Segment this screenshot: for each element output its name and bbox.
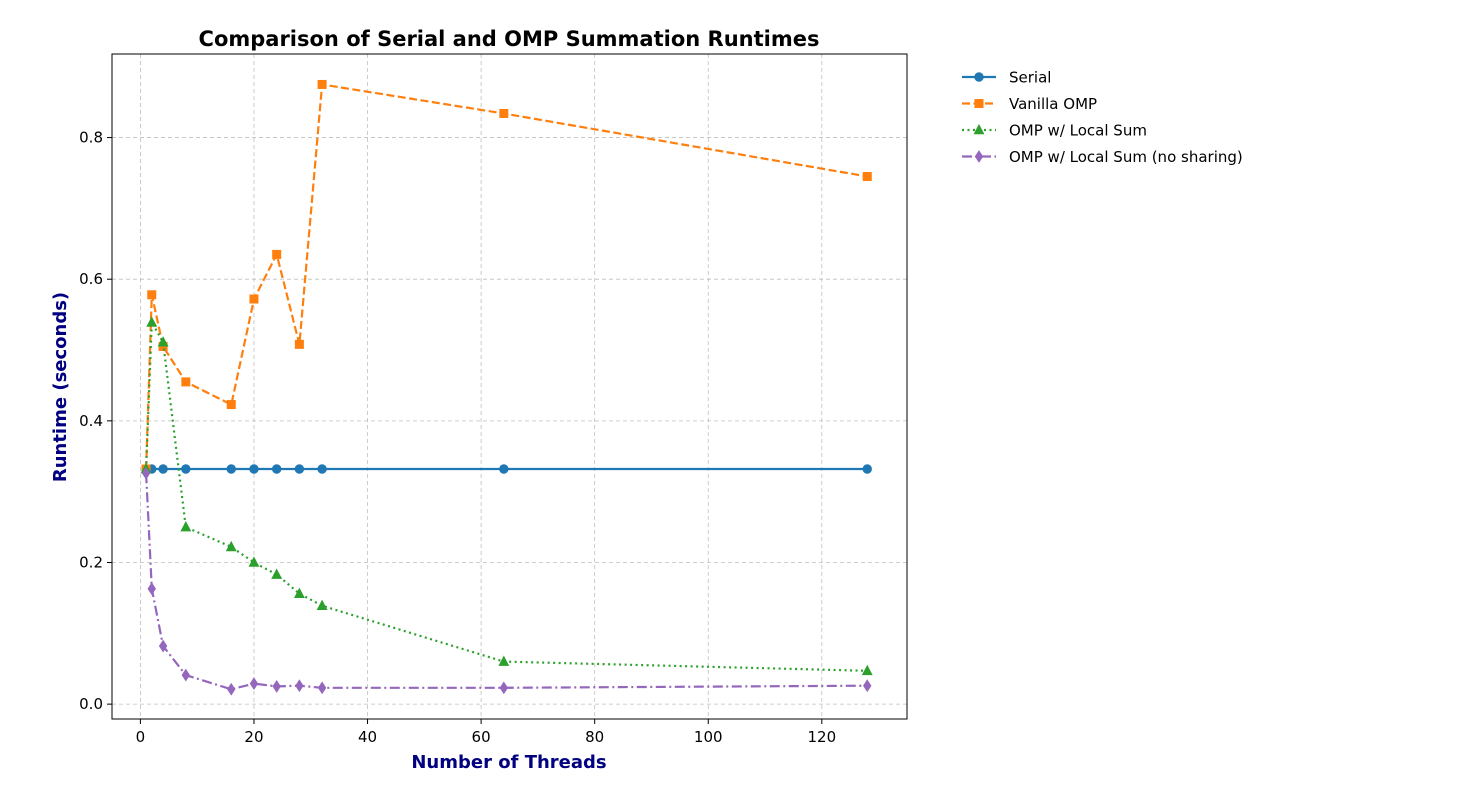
x-tick-label: 80 <box>585 728 604 746</box>
y-tick-label: 0.2 <box>79 553 103 571</box>
legend-marker <box>974 72 984 82</box>
data-point <box>147 290 157 300</box>
grid <box>112 54 907 719</box>
data-point <box>147 582 156 596</box>
data-point <box>248 556 260 567</box>
x-axis-ticks: 0 20 40 60 80 100 120 <box>136 719 837 746</box>
data-point <box>226 400 236 410</box>
y-tick-label: 0.6 <box>79 270 103 288</box>
data-point <box>181 464 191 474</box>
data-point <box>862 172 872 182</box>
x-tick-label: 20 <box>244 728 263 746</box>
x-axis-label: Number of Threads <box>411 752 606 773</box>
data-point <box>293 587 305 598</box>
x-tick-label: 60 <box>472 728 491 746</box>
data-point <box>499 681 509 695</box>
data-point <box>317 464 327 474</box>
legend-marker <box>973 123 985 135</box>
plot-series <box>140 79 873 696</box>
y-tick-label: 0.0 <box>79 695 103 713</box>
data-point <box>249 464 259 474</box>
y-tick-label: 0.4 <box>79 412 103 430</box>
data-point <box>158 464 168 474</box>
data-point <box>158 639 168 653</box>
legend-entry: OMP w/ Local Sum <box>962 122 1147 140</box>
data-point <box>271 568 283 579</box>
legend-entry: Serial <box>962 69 1051 87</box>
data-point <box>294 339 304 349</box>
legend-label: OMP w/ Local Sum <box>1009 122 1147 140</box>
data-point <box>862 464 872 474</box>
data-point <box>499 108 509 118</box>
data-point <box>861 664 873 676</box>
data-point <box>295 679 304 693</box>
legend-marker <box>974 99 984 108</box>
data-point <box>157 336 169 347</box>
data-point <box>272 249 282 259</box>
x-tick-label: 100 <box>694 728 723 746</box>
data-point <box>141 466 151 480</box>
legend-label: Vanilla OMP <box>1009 95 1097 113</box>
x-tick-label: 40 <box>358 728 377 746</box>
plot-frame <box>111 53 908 720</box>
data-point <box>499 464 509 474</box>
y-tick-label: 0.8 <box>79 129 103 147</box>
series-omp-w-local-sum <box>140 316 873 676</box>
data-point <box>181 668 191 682</box>
series-omp-w-local-sum-no-sharing <box>141 466 872 696</box>
data-point <box>180 520 192 532</box>
legend-label: OMP w/ Local Sum (no sharing) <box>1009 148 1243 166</box>
data-point <box>317 79 327 89</box>
data-point <box>294 464 305 474</box>
legend-entry: OMP w/ Local Sum (no sharing) <box>962 148 1243 166</box>
data-point <box>227 682 236 696</box>
data-point <box>271 464 282 474</box>
y-axis-ticks: 0.0 0.2 0.4 0.6 0.8 <box>79 129 112 713</box>
data-point <box>317 681 327 695</box>
data-point <box>181 377 191 387</box>
chart-title: Comparison of Serial and OMP Summation R… <box>199 27 820 51</box>
x-tick-label: 0 <box>136 728 146 746</box>
legend-label: Serial <box>1009 69 1051 87</box>
y-axis-label: Runtime (seconds) <box>50 292 71 482</box>
data-point <box>226 464 236 474</box>
x-tick-label: 120 <box>808 728 837 746</box>
data-point <box>863 679 872 693</box>
legend-entry: Vanilla OMP <box>962 95 1097 113</box>
legend-marker <box>974 150 984 163</box>
series-line <box>145 473 868 691</box>
data-point <box>316 599 328 610</box>
data-point <box>249 677 259 691</box>
data-point <box>146 316 158 327</box>
data-point <box>225 540 237 552</box>
series-serial <box>141 464 872 474</box>
data-point <box>498 655 510 666</box>
data-point <box>272 680 281 693</box>
legend: Serial Vanilla OMP OMP w/ Local Sum OMP w/ … <box>962 69 1243 166</box>
data-point <box>249 294 259 304</box>
series-vanilla-omp <box>141 79 872 474</box>
